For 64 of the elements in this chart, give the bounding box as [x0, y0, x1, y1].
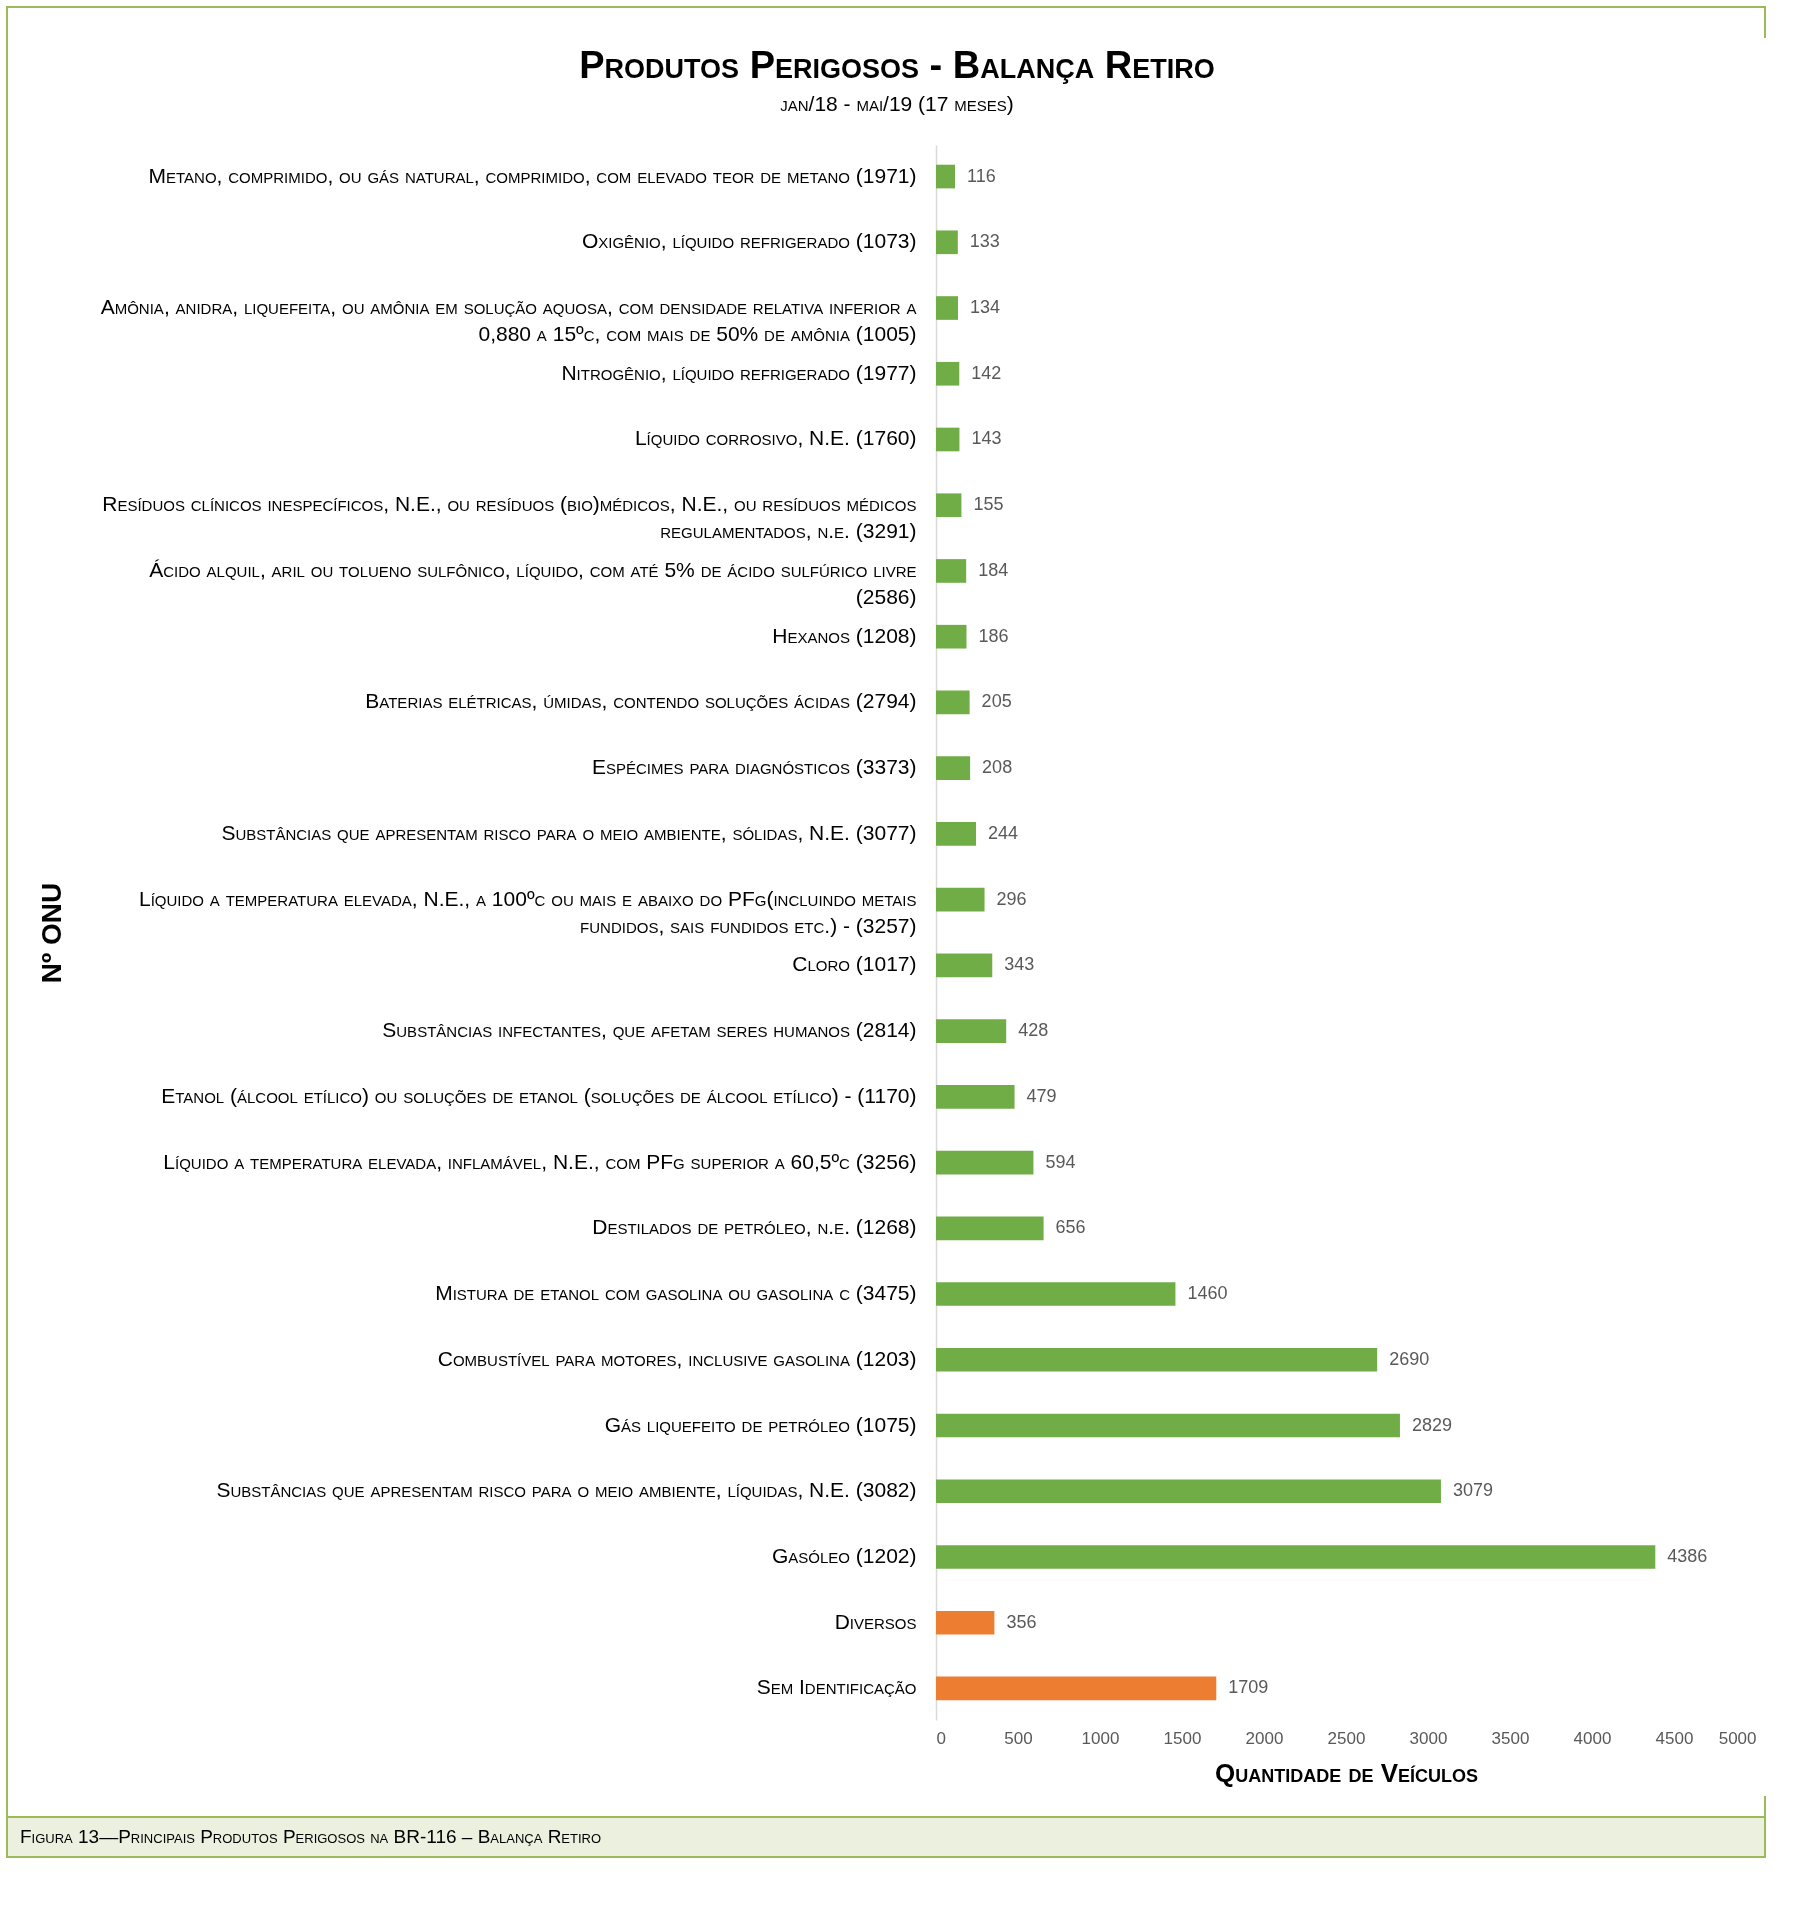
data-label: 2690	[1389, 1348, 1430, 1369]
data-label: 356	[1006, 1611, 1037, 1632]
data-label: 133	[969, 231, 1000, 252]
data-label: 244	[988, 822, 1019, 843]
data-label: 116	[967, 165, 996, 186]
x-tick-label: 500	[1004, 1728, 1033, 1748]
y-tick-label: Líquido a temperatura elevada, inflamável, N.E., com PFg superior a 60,5ºc (3256)	[163, 1149, 917, 1173]
y-tick-label: Substâncias infectantes, que afetam seres humanos (2814)	[382, 1018, 917, 1042]
y-tick-label: Diversos	[834, 1609, 917, 1633]
y-tick-label: Cloro (1017)	[792, 952, 917, 976]
chart-title: Produtos Perigosos - Balança Retiro	[579, 44, 1215, 86]
y-tick-label: Amônia, anidra, liquefeita, ou amônia em solução aquosa, com densidade relativa inferior a 0,880 a 15ºc, com mais de 50% de amônia (1005)	[100, 295, 917, 346]
data-label: 134	[969, 297, 1001, 318]
y-tick-label: Resíduos clínicos inespecíficos, N.E., ou resíduos (bio)médicos, N.E., ou resíduos médicos regulamentados, n.e. (3291)	[102, 492, 917, 543]
y-tick-label: Ácido alquil, aril ou tolueno sulfônico, líquido, com até 5% de ácido sulfúrico livre (2586)	[149, 557, 917, 608]
y-tick-label: Nitrogênio, líquido refrigerado (1977)	[561, 360, 917, 384]
data-label: 205	[981, 691, 1012, 712]
data-label: 428	[1018, 1020, 1049, 1041]
x-tick-label: 2500	[1327, 1728, 1366, 1748]
y-tick-label: Substâncias que apresentam risco para o meio ambiente, líquidas, N.E. (3082)	[216, 1478, 917, 1502]
y-tick-label: Substâncias que apresentam risco para o meio ambiente, sólidas, N.E. (3077)	[221, 820, 917, 844]
data-label: 296	[996, 888, 1027, 909]
y-tick-label: Gás liquefeito de petróleo (1075)	[604, 1412, 917, 1436]
y-tick-label: Sem Identificação	[756, 1675, 917, 1699]
x-tick-label: 4000	[1573, 1728, 1612, 1748]
y-tick-label: Combustível para motores, inclusive gasolina (1203)	[437, 1346, 917, 1370]
x-tick-label: 4500	[1655, 1728, 1694, 1748]
y-tick-label: Mistura de etanol com gasolina ou gasolina c (3475)	[435, 1281, 917, 1305]
x-tick-label: 3000	[1409, 1728, 1448, 1748]
data-label: 142	[971, 362, 1002, 383]
data-label: 656	[1055, 1217, 1086, 1238]
x-tick-label: 2000	[1245, 1728, 1284, 1748]
y-tick-label: Oxigênio, líquido refrigerado (1073)	[581, 229, 917, 253]
chart-subtitle: jan/18 - mai/19 (17 meses)	[780, 92, 1014, 115]
data-label: 594	[1045, 1151, 1076, 1172]
y-tick-label: Líquido corrosivo, N.E. (1760)	[634, 426, 917, 450]
y-tick-label: Etanol (álcool etílico) ou soluções de etanol (soluções de álcool etílico) - (1170)	[161, 1083, 917, 1107]
y-tick-label: Líquido a temperatura elevada, N.E., a 100ºc ou mais e abaixo do PFg(incluindo metais fundidos, sais fundidos etc.) - (3257)	[139, 886, 917, 937]
data-label: 4386	[1667, 1545, 1708, 1566]
data-label: 155	[973, 494, 1004, 515]
x-tick-label: 1000	[1081, 1728, 1120, 1748]
data-label: 186	[978, 625, 1009, 646]
data-label: 343	[1004, 954, 1035, 975]
data-label: 184	[978, 559, 1009, 580]
data-label: 3079	[1452, 1480, 1493, 1501]
data-label: 479	[1026, 1085, 1057, 1106]
data-label: 1460	[1187, 1283, 1228, 1304]
y-axis-title: Nº ONU	[35, 882, 67, 984]
text: Figura 13—Principais Produtos Perigosos na BR-116 – Balança Retiro	[6, 1818, 1766, 1858]
y-tick-label: Gasóleo (1202)	[771, 1543, 917, 1567]
data-label: 2829	[1411, 1414, 1452, 1435]
y-tick-label: Hexanos (1208)	[772, 623, 917, 647]
data-label: 208	[982, 757, 1013, 778]
x-tick-label: 1500	[1163, 1728, 1202, 1748]
x-axis-title: Quantidade de Veículos	[1214, 1757, 1479, 1788]
x-tick-label: 0	[936, 1728, 946, 1748]
data-label: 143	[971, 428, 1002, 449]
y-tick-label: Espécimes para diagnósticos (3373)	[592, 755, 917, 779]
y-tick-label: Destilados de petróleo, n.e. (1268)	[592, 1215, 917, 1239]
x-tick-label: 5000	[1718, 1728, 1757, 1748]
x-tick-label: 3500	[1491, 1728, 1530, 1748]
data-label: 1709	[1228, 1677, 1269, 1698]
y-tick-label: Metano, comprimido, ou gás natural, comprimido, com elevado teor de metano (1971)	[148, 163, 917, 187]
y-tick-label: Baterias elétricas, úmidas, contendo soluções ácidas (2794)	[365, 689, 917, 713]
